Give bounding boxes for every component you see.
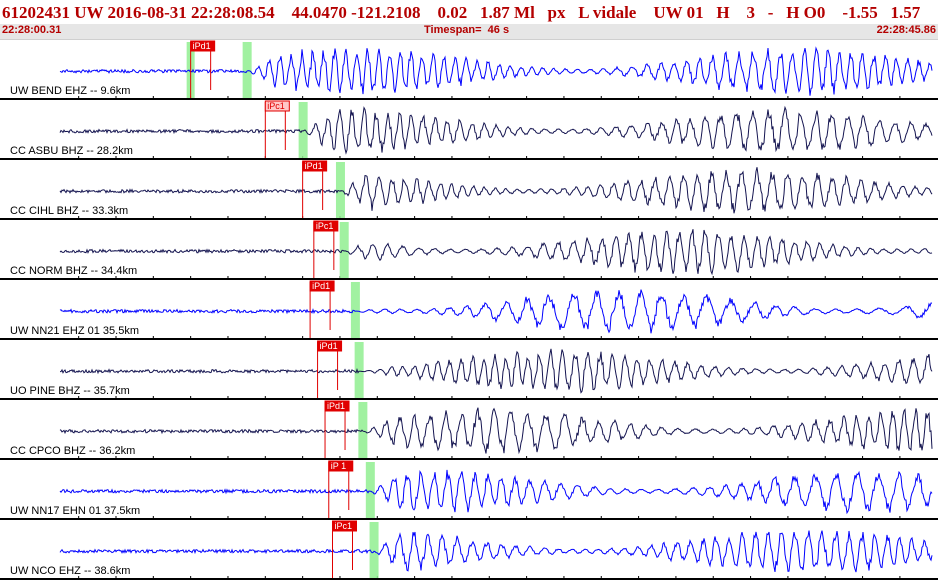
timespan-label: Timespan= 46 s bbox=[424, 24, 510, 36]
pick-window bbox=[354, 342, 364, 398]
channel-label: CC CPCO BHZ -- 36.2km bbox=[10, 445, 135, 457]
channel-label: UW NN21 EHZ 01 35.5km bbox=[10, 325, 139, 337]
waveform-trace bbox=[59, 469, 933, 515]
seismogram-panel[interactable]: iPd1 UW BEND EHZ -- 9.6km iPc1 CC ASBU BHZ … bbox=[0, 40, 938, 580]
waveform-trace bbox=[59, 46, 933, 96]
start-time-label: 22:28:00.31 bbox=[2, 24, 62, 36]
waveform-trace bbox=[59, 407, 933, 455]
waveform-trace bbox=[59, 167, 933, 214]
channel-8: iPc1 UW NCO EHZ -- 38.6km bbox=[0, 520, 938, 580]
channel-1: iPc1 CC ASBU BHZ -- 28.2km bbox=[0, 100, 938, 160]
pick-window bbox=[369, 522, 379, 578]
channel-6: iPd1 CC CPCO BHZ -- 36.2km bbox=[0, 400, 938, 460]
channel-2: iPd1 CC CIHL BHZ -- 33.3km bbox=[0, 160, 938, 220]
channel-label: UO PINE BHZ -- 35.7km bbox=[10, 385, 130, 397]
seismogram-svg[interactable]: iPd1 UW BEND EHZ -- 9.6km iPc1 CC ASBU BHZ … bbox=[0, 40, 938, 580]
channel-5: iPd1 UO PINE BHZ -- 35.7km bbox=[0, 340, 938, 400]
waveform-trace bbox=[59, 289, 933, 334]
pick-label: iPc1 bbox=[267, 101, 285, 111]
time-bar: 22:28:00.31 Timespan= 46 s 22:28:45.86 bbox=[0, 24, 938, 40]
pick-label: iPc1 bbox=[316, 221, 334, 231]
event-summary-title: 61202431 UW 2016-08-31 22:28:08.54 44.04… bbox=[2, 3, 921, 22]
channel-7: iP 1 UW NN17 EHN 01 37.5km bbox=[0, 460, 938, 520]
channel-0: iPd1 UW BEND EHZ -- 9.6km bbox=[0, 40, 938, 100]
pick-label: iP 1 bbox=[331, 461, 346, 471]
pick-label: iPd1 bbox=[320, 341, 338, 351]
pick-box bbox=[264, 100, 290, 112]
channel-label: CC CIHL BHZ -- 33.3km bbox=[10, 205, 128, 217]
pick-box bbox=[332, 520, 357, 532]
pick-label: iPd1 bbox=[327, 401, 345, 411]
header: 61202431 UW 2016-08-31 22:28:08.54 44.04… bbox=[0, 0, 938, 40]
end-time-label: 22:28:45.86 bbox=[876, 24, 936, 36]
channel-4: iPd1 UW NN21 EHZ 01 35.5km bbox=[0, 280, 938, 340]
pick-window bbox=[339, 222, 349, 278]
waveform-trace bbox=[59, 530, 933, 573]
pick-label: iPd1 bbox=[312, 281, 330, 291]
pick-label: iPd1 bbox=[193, 41, 211, 51]
channel-label: CC ASBU BHZ -- 28.2km bbox=[10, 145, 133, 157]
pick-box bbox=[317, 340, 343, 352]
pick-box bbox=[309, 280, 335, 292]
pick-window bbox=[298, 102, 308, 158]
pick-box bbox=[190, 40, 216, 52]
pick-window bbox=[350, 282, 360, 338]
pick-box bbox=[302, 160, 328, 172]
pick-box bbox=[328, 460, 354, 472]
pick-label: iPc1 bbox=[335, 521, 353, 531]
channel-label: CC NORM BHZ -- 34.4km bbox=[10, 265, 137, 277]
channel-label: UW NCO EHZ -- 38.6km bbox=[10, 565, 130, 577]
pick-box bbox=[324, 400, 350, 412]
waveform-trace bbox=[59, 105, 933, 155]
channel-label: UW NN17 EHN 01 37.5km bbox=[10, 505, 140, 517]
channel-3: iPc1 CC NORM BHZ -- 34.4km bbox=[0, 220, 938, 280]
pick-window bbox=[358, 402, 368, 458]
pick-label: iPd1 bbox=[305, 161, 323, 171]
pick-window bbox=[335, 162, 345, 218]
pick-window bbox=[365, 462, 375, 518]
waveform-trace bbox=[60, 348, 933, 394]
channel-label: UW BEND EHZ -- 9.6km bbox=[10, 85, 130, 97]
pick-box bbox=[313, 220, 339, 232]
waveform-trace bbox=[59, 229, 933, 276]
pick-window bbox=[242, 42, 252, 98]
